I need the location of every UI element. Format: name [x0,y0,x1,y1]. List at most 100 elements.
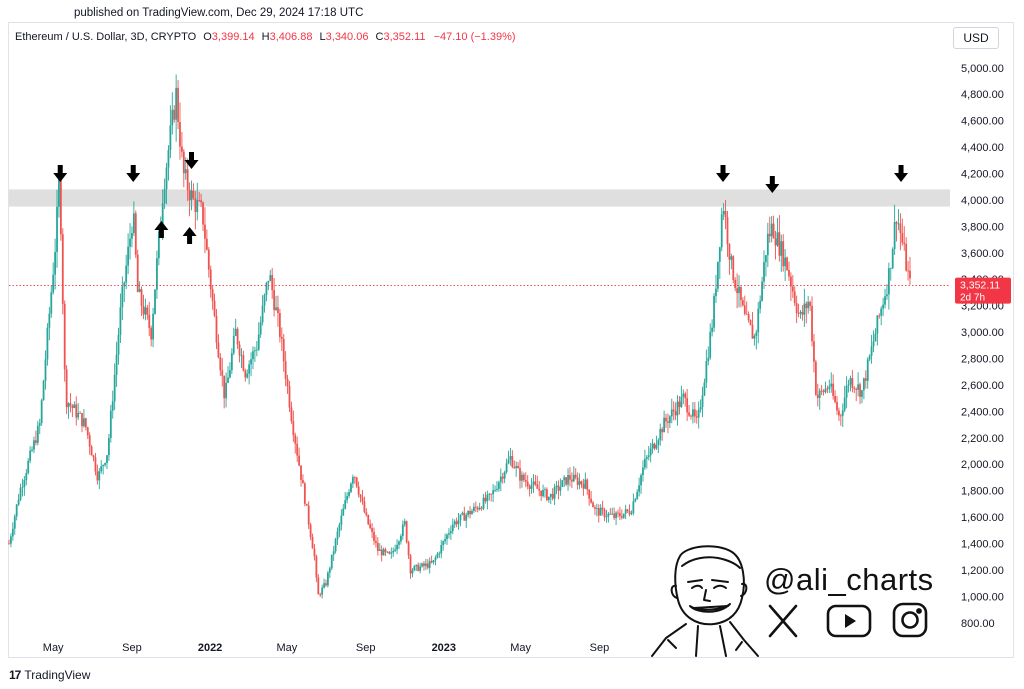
candle-body [626,509,629,511]
candle-body [546,489,548,500]
candle [459,514,462,527]
candle [440,539,443,559]
candle [207,247,210,278]
candle-body [565,477,568,485]
candle [415,564,418,571]
candle [680,385,683,408]
candle-body [824,388,827,393]
y-tick-label: 2,800.00 [961,354,1004,366]
candle [19,483,22,502]
candle [682,389,685,405]
candle-body [157,231,160,259]
candle-body [753,336,756,339]
candle [886,284,888,300]
candle [718,246,721,280]
candle-body [448,533,450,535]
bar-countdown: 2d 7h [960,293,985,304]
candle-body [822,390,825,393]
candle-body [643,458,646,468]
candle [494,485,496,493]
candle-body [244,370,247,378]
candle-body [642,467,644,476]
candle-body [211,289,214,301]
candle-body [129,238,131,247]
candle-body [559,486,562,491]
candle [467,510,470,518]
candle-body [390,552,393,554]
candle-body [521,474,523,481]
y-tick-label: 2,600.00 [961,380,1004,392]
candle-body [288,386,291,408]
candle [695,410,698,424]
candle [180,132,183,158]
candle-body [363,501,366,513]
candle-body [200,200,203,203]
candle-body [814,361,817,395]
candle [328,566,331,579]
candle [622,513,625,520]
candle [642,460,644,482]
candle-body [597,508,600,516]
candle [617,509,619,518]
candle [684,391,687,407]
candle-body [451,524,454,532]
candle [486,490,489,510]
candle-body [92,455,95,458]
candle [536,475,539,489]
candle-body [496,488,498,490]
candle-body [484,497,487,502]
candle-body [474,506,477,508]
candle [582,478,585,496]
candle [713,293,715,332]
candle [745,301,748,315]
candle [215,308,218,350]
candle [244,368,247,382]
candle [290,401,293,424]
candle [273,278,276,317]
candle-body [492,490,495,495]
candle-body [334,539,337,552]
y-tick-label: 2,000.00 [961,459,1004,471]
candle [601,500,604,516]
candle [569,467,571,487]
candle [653,442,656,451]
candle [248,360,251,385]
candle-body [263,294,266,306]
candle [743,295,746,316]
tradingview-logo[interactable]: 17 TradingView [9,667,90,683]
candle-body [169,125,172,150]
candle [530,477,533,494]
candle-body [803,303,806,315]
candle [336,527,339,545]
candle [150,325,153,347]
candle [386,551,389,554]
candle-body [820,390,823,392]
candle [697,401,700,429]
candle [38,418,41,435]
candle-body [328,568,331,573]
candle [474,501,477,512]
candle-body [578,481,581,485]
candle-body [215,315,218,343]
candle-body [872,341,875,347]
candle [286,374,289,394]
candle [294,432,297,454]
candle [211,285,214,310]
open-value: 3,399.14 [211,31,255,43]
candle-body [609,513,612,515]
candle-body [505,463,508,473]
candle [169,105,172,159]
candle-body [590,498,592,503]
candle-body [494,489,496,491]
candle [711,319,714,337]
candle [788,261,790,281]
candle [868,354,871,362]
candle [305,503,308,506]
candle [705,349,708,388]
high-label: H [261,31,270,43]
candle-body [582,484,585,489]
open-label: O [203,31,212,43]
currency-button[interactable]: USD [953,27,999,49]
candle [799,309,802,319]
